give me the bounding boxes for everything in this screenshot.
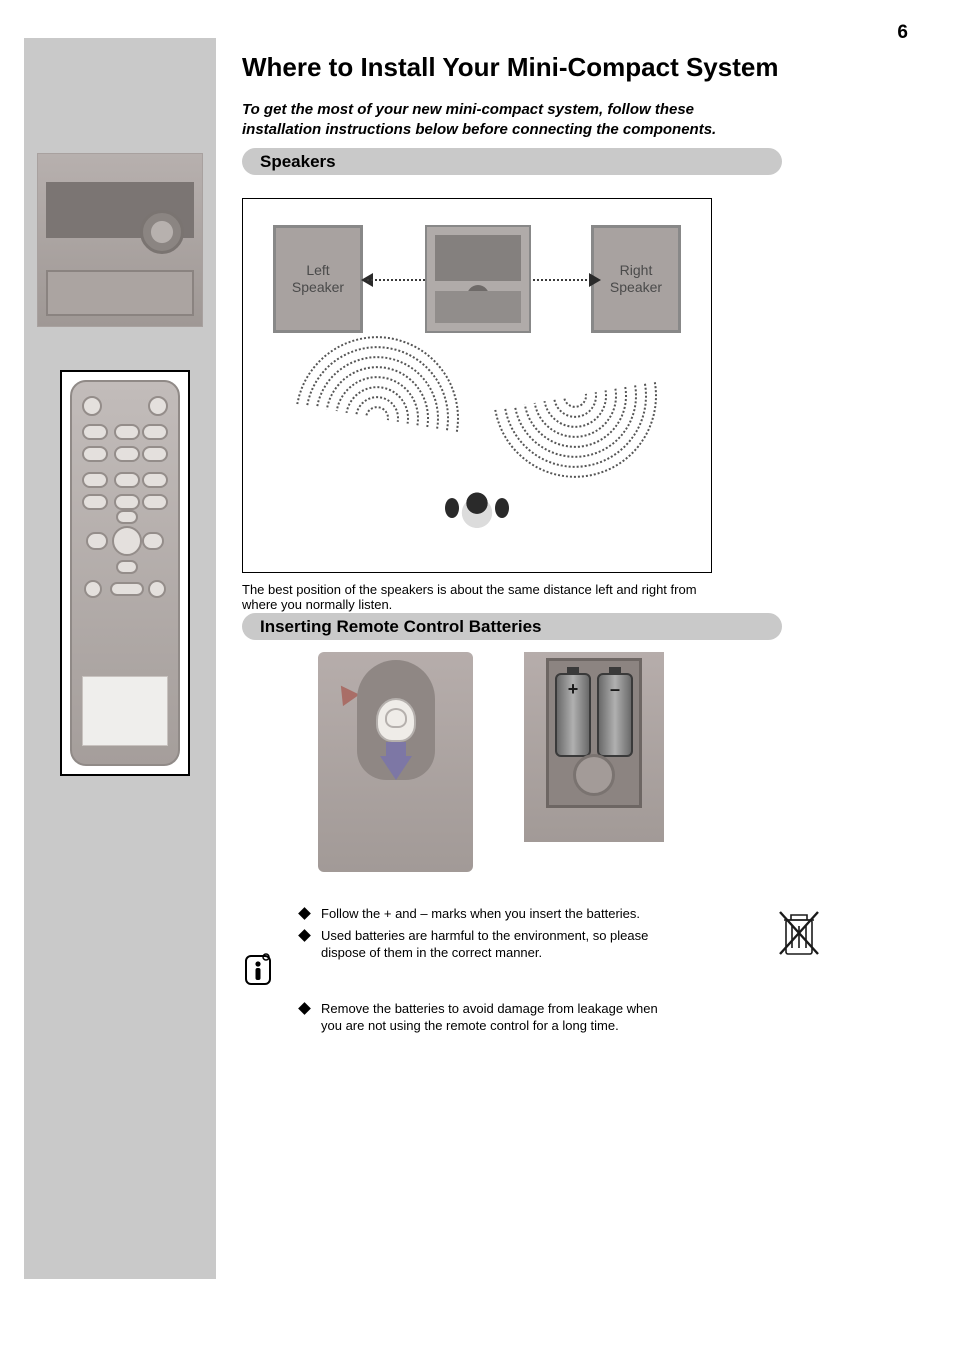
polarity-minus: – (599, 679, 631, 700)
remote-btn (110, 582, 144, 596)
remote-btn (114, 472, 140, 488)
remote-btn (116, 510, 138, 524)
remote-btn (114, 446, 140, 462)
bullet-icon (298, 1002, 311, 1015)
battery: – (597, 673, 633, 757)
intro-text: To get the most of your new mini-compact… (242, 100, 882, 141)
left-sidebar (24, 38, 216, 1279)
info-icon (242, 953, 276, 992)
battery-compartment: + – (524, 652, 664, 842)
bullet-icon (298, 929, 311, 942)
diagram-caption: The best position of the speakers is abo… (242, 582, 722, 612)
product-photo (37, 153, 203, 327)
speaker-label: Speaker (610, 279, 662, 297)
info-block: Follow the + and – marks when you insert… (242, 905, 802, 1039)
remote-btn (148, 396, 168, 416)
info-bullet: Used batteries are harmful to the enviro… (300, 927, 802, 962)
page-number: 6 (897, 22, 908, 44)
info-list: Follow the + and – marks when you insert… (300, 905, 802, 1035)
speaker-label: Speaker (292, 279, 344, 297)
speaker-label: Right (620, 262, 653, 280)
battery-figure: + – (286, 652, 686, 892)
fingernail-icon (385, 708, 407, 728)
press-arrow-icon (333, 680, 360, 706)
info-bullet: Remove the batteries to avoid damage fro… (300, 1000, 802, 1035)
battery: + (555, 673, 591, 757)
center-unit-display (435, 235, 521, 281)
bullet-line: dispose of them in the correct manner. (321, 945, 542, 960)
remote-btn (84, 580, 102, 598)
bullet-text: Follow the + and – marks when you insert… (321, 905, 640, 923)
bullet-line: Remove the batteries to avoid damage fro… (321, 1001, 658, 1016)
remote-btn (82, 446, 108, 462)
remote-btn (82, 494, 108, 510)
remote-btn (82, 472, 108, 488)
cover-latch (573, 754, 615, 796)
remote-label-area (82, 676, 168, 746)
photo-dial (140, 210, 184, 254)
remote-btn (114, 424, 140, 440)
remote-illustration-frame (60, 370, 190, 776)
remote-btn (148, 580, 166, 598)
speaker-placement-diagram: Left Speaker Right Speaker (242, 198, 712, 573)
photo-tray (46, 270, 194, 316)
remote-btn (142, 472, 168, 488)
remote-body (70, 380, 180, 766)
intro-line: installation instructions below before c… (242, 121, 716, 138)
remote-btn (142, 494, 168, 510)
remote-btn (142, 424, 168, 440)
speaker-label: Left (306, 262, 329, 280)
bullet-text: Remove the batteries to avoid damage fro… (321, 1000, 658, 1035)
slide-down-arrow-icon (380, 756, 412, 780)
battery-cap (609, 667, 621, 675)
bullet-line: Used batteries are harmful to the enviro… (321, 928, 648, 943)
section-heading-batteries: Inserting Remote Control Batteries (242, 613, 782, 640)
remote-btn (82, 424, 108, 440)
intro-line: To get the most of your new mini-compact… (242, 101, 694, 118)
remote-btn (86, 532, 108, 550)
remote-dpad-center (112, 526, 142, 556)
battery-cap (567, 667, 579, 675)
remote-btn (142, 446, 168, 462)
remote-btn (116, 560, 138, 574)
bullet-line: you are not using the remote control for… (321, 1018, 619, 1033)
section-heading-speakers: Speakers (242, 148, 782, 175)
remote-btn (114, 494, 140, 510)
polarity-plus: + (557, 679, 589, 700)
listener-icon (453, 484, 501, 532)
remote-btn (82, 396, 102, 416)
remote-btn (142, 532, 164, 550)
remote-back-panel (318, 652, 473, 872)
bullet-text: Used batteries are harmful to the enviro… (321, 927, 648, 962)
page-title: Where to Install Your Mini-Compact Syste… (242, 52, 778, 83)
info-bullet: Follow the + and – marks when you insert… (300, 905, 802, 923)
bullet-icon (298, 907, 311, 920)
